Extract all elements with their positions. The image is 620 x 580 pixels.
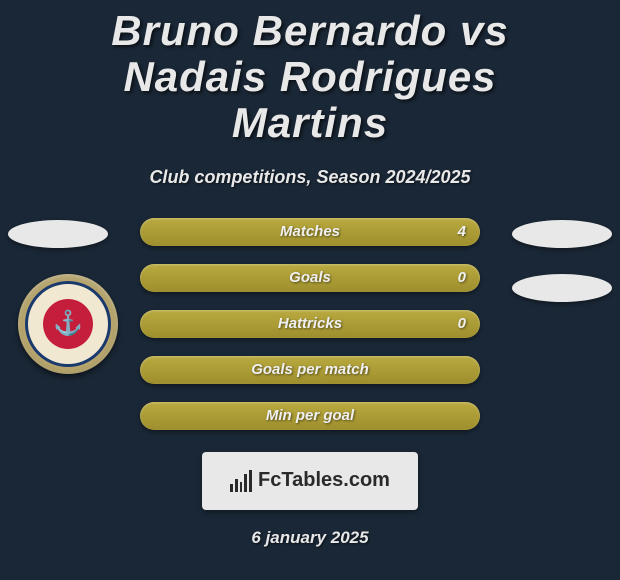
- player-left-placeholder-1: [8, 220, 108, 248]
- stat-label: Goals per match: [251, 361, 369, 378]
- bar-chart-icon: [230, 470, 252, 492]
- brand-badge[interactable]: FcTables.com: [202, 452, 418, 510]
- stat-bar-hattricks: Hattricks 0: [140, 310, 480, 338]
- stat-label: Min per goal: [266, 407, 354, 424]
- stat-label: Goals: [289, 269, 331, 286]
- stat-bar-goals-per-match: Goals per match: [140, 356, 480, 384]
- player-right-placeholder-1: [512, 220, 612, 248]
- player-right-placeholder-2: [512, 274, 612, 302]
- stat-label: Matches: [280, 223, 340, 240]
- stat-bar-goals: Goals 0: [140, 264, 480, 292]
- club-badge: ⚓: [18, 274, 118, 374]
- subtitle: Club competitions, Season 2024/2025: [0, 167, 620, 188]
- stat-bar-matches: Matches 4: [140, 218, 480, 246]
- stat-value-right: 4: [458, 223, 466, 240]
- footer-date: 6 january 2025: [0, 528, 620, 548]
- stat-value-right: 0: [458, 315, 466, 332]
- brand-text: FcTables.com: [258, 469, 390, 492]
- page-title: Bruno Bernardo vs Nadais Rodrigues Marti…: [0, 0, 620, 147]
- anchor-icon: ⚓: [43, 299, 93, 349]
- stat-value-right: 0: [458, 269, 466, 286]
- stat-bar-min-per-goal: Min per goal: [140, 402, 480, 430]
- stat-label: Hattricks: [278, 315, 342, 332]
- stats-area: ⚓ Matches 4 Goals 0 Hattricks 0 Goals pe…: [0, 218, 620, 430]
